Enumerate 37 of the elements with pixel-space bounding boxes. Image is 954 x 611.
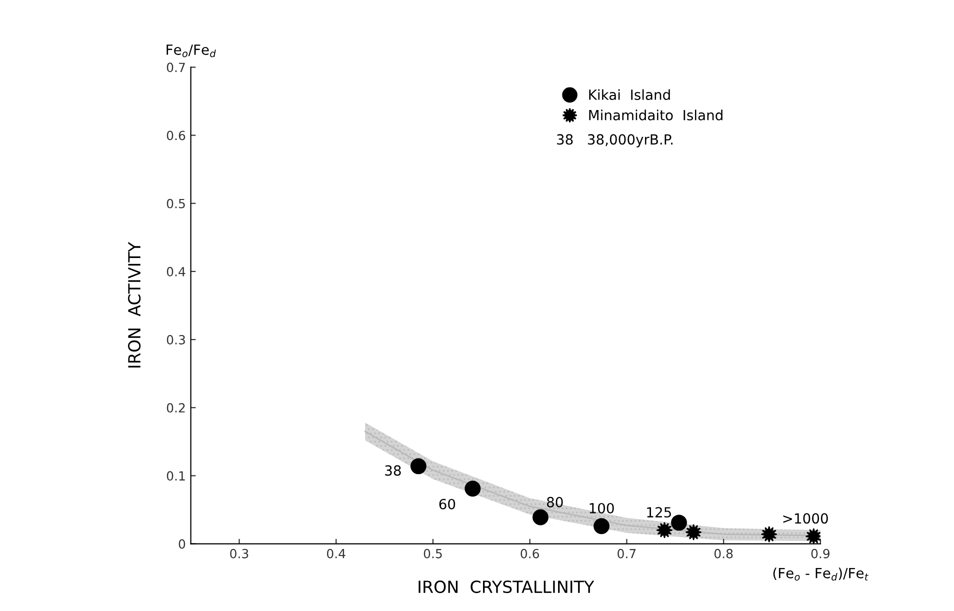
- annotation: 38 38,000yrB.P.: [557, 134, 672, 148]
- y-tick-label: 0.1: [166, 471, 185, 481]
- annotation: 100: [590, 502, 614, 514]
- point: [594, 518, 610, 534]
- legend-label: Minamidaito Island: [589, 110, 722, 120]
- x-tick-label: 0.6: [520, 548, 539, 558]
- x-tick-label: 0.9: [811, 548, 830, 558]
- point: [806, 528, 820, 544]
- y-tick-label: 0.6: [166, 130, 186, 140]
- y-tick-label: 0.2: [166, 403, 185, 413]
- point: [532, 509, 548, 526]
- point: [686, 524, 702, 540]
- point: [761, 526, 778, 542]
- x-axis-title: IRON CRYSTALLINITY: [418, 580, 594, 594]
- annotation: 125: [647, 507, 671, 518]
- annotation: 80: [546, 496, 563, 508]
- point: [671, 514, 687, 531]
- annotation: >1000: [783, 513, 828, 524]
- y-tick-label: 0.4: [166, 266, 186, 276]
- x-tick-label: 0.4: [326, 548, 346, 558]
- x-tick-label: 0.8: [714, 548, 733, 558]
- point: [656, 522, 672, 538]
- annotation: 60: [439, 498, 456, 510]
- point: [410, 458, 426, 474]
- text: Fe$_{o}$/Fe$_{d}$: [166, 44, 216, 58]
- legend-label: Kikai Island: [589, 89, 670, 100]
- x-tick-label: 0.3: [230, 548, 248, 558]
- x-tick-label: 0.7: [618, 548, 636, 558]
- text: (Fe$_{o}$ - Fe$_{d}$)/Fe$_{t}$: [773, 568, 869, 581]
- y-axis-title: IRON ACTIVITY: [128, 242, 141, 368]
- annotation: 38: [385, 465, 401, 476]
- x-tick-label: 0.5: [424, 548, 442, 558]
- y-tick-label: 0.7: [166, 62, 185, 72]
- y-tick-label: 0.3: [166, 335, 185, 344]
- point: [464, 480, 481, 497]
- y-tick-label: 0: [178, 539, 186, 549]
- y-tick-label: 0.5: [166, 198, 185, 208]
